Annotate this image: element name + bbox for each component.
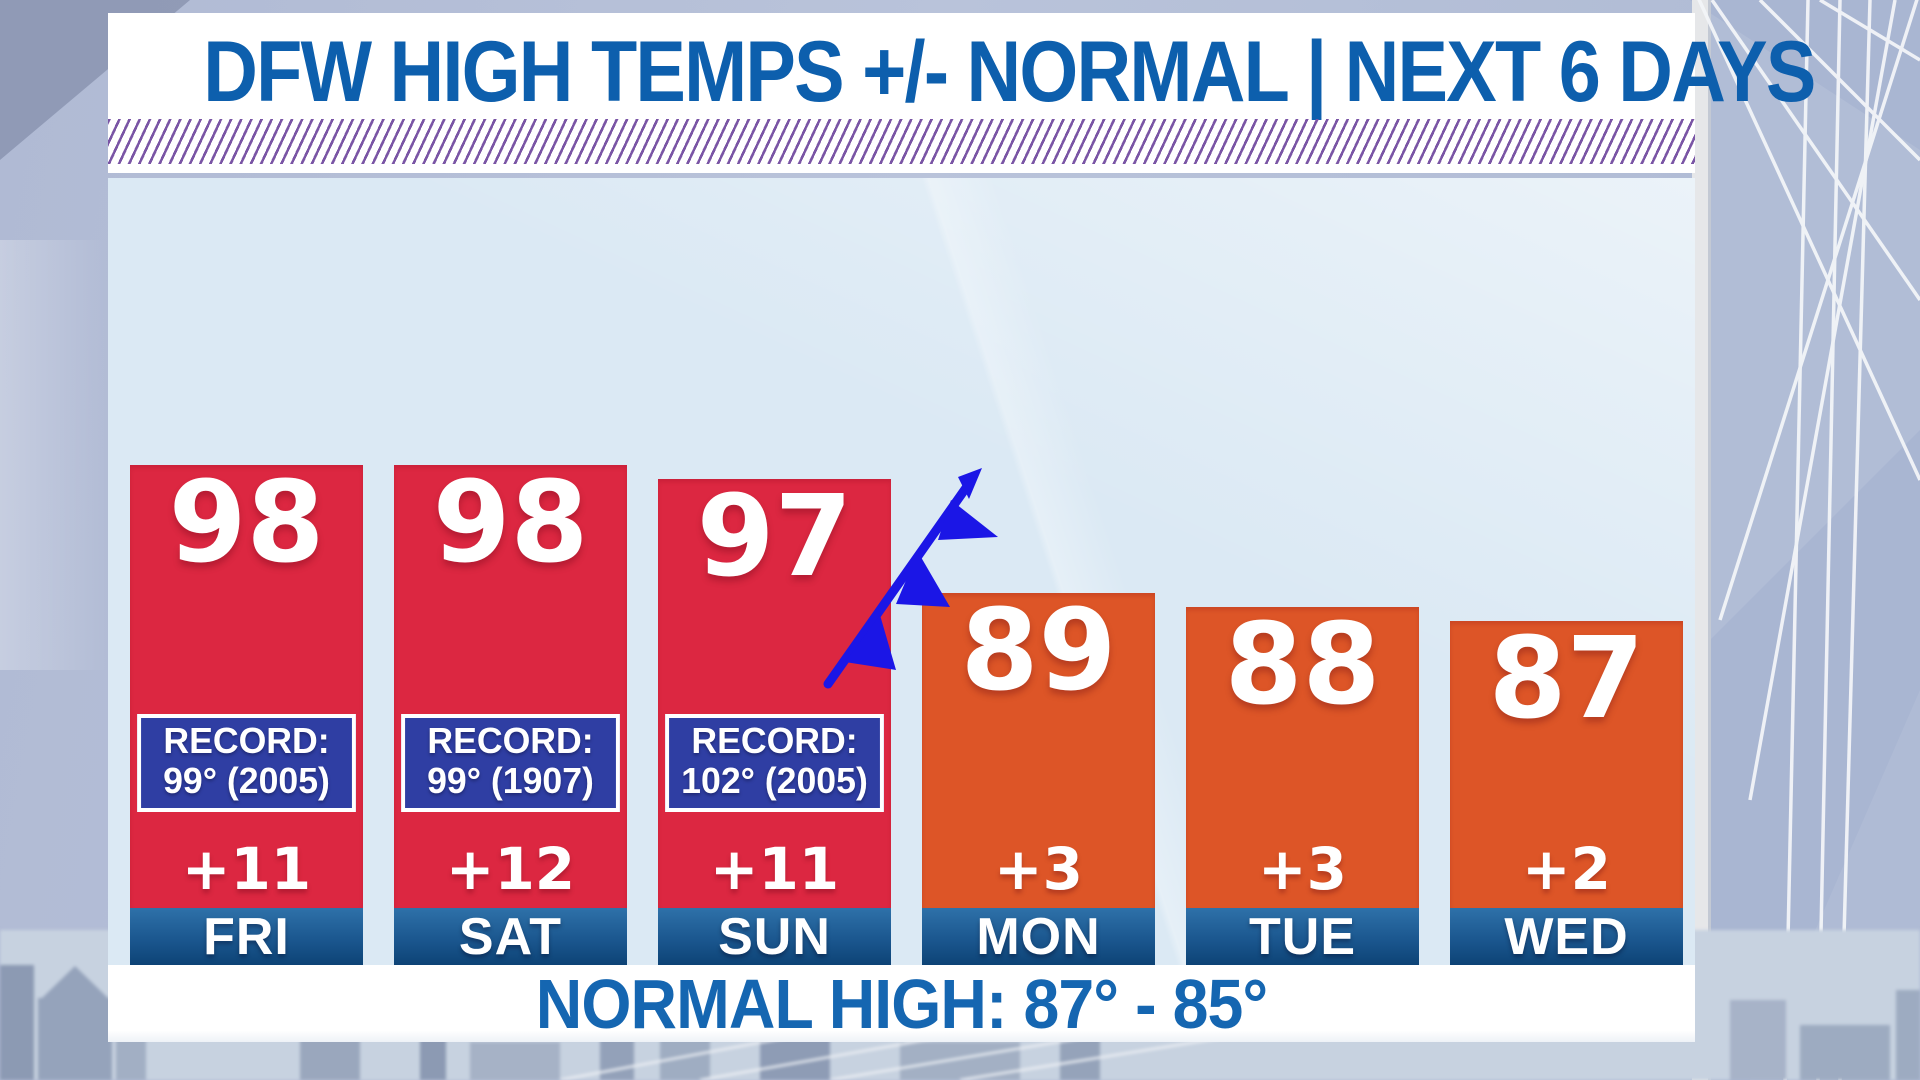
bar-wed: 87 +2 WED xyxy=(1450,621,1683,965)
bar-sun: 97 RECORD: 102° (2005) +11 SUN xyxy=(658,479,891,965)
delta-value: +2 xyxy=(1522,835,1611,903)
day-label: SAT xyxy=(394,908,627,965)
bar-fri-body: 98 RECORD: 99° (2005) +11 xyxy=(130,465,363,908)
record-box: RECORD: 99° (1907) xyxy=(401,714,620,812)
day-label: WED xyxy=(1450,908,1683,965)
cold-front-icon xyxy=(823,468,998,689)
day-label: TUE xyxy=(1186,908,1419,965)
delta-value: +3 xyxy=(994,835,1083,903)
delta-value: +11 xyxy=(181,835,312,903)
stripe-divider xyxy=(108,119,1695,164)
bar-fri: 98 RECORD: 99° (2005) +11 FRI xyxy=(130,465,363,965)
page-title: DFW HIGH TEMPS +/- NORMAL | NEXT 6 DAYS xyxy=(203,24,1816,120)
bar-mon-body: 89 +3 xyxy=(922,593,1155,908)
normal-high-band: NORMAL HIGH: 87° - 85° xyxy=(108,965,1695,1042)
record-label: RECORD: xyxy=(163,720,330,761)
record-value: 102° (2005) xyxy=(681,760,868,801)
high-temp-value: 98 xyxy=(432,458,589,588)
record-box: RECORD: 99° (2005) xyxy=(137,714,356,812)
record-box: RECORD: 102° (2005) xyxy=(665,714,884,812)
bar-sat-body: 98 RECORD: 99° (1907) +12 xyxy=(394,465,627,908)
bar-tue: 88 +3 TUE xyxy=(1186,607,1419,965)
record-label: RECORD: xyxy=(427,720,594,761)
record-label: RECORD: xyxy=(691,720,858,761)
bar-sun-body: 97 RECORD: 102° (2005) +11 xyxy=(658,479,891,908)
normal-high-text: NORMAL HIGH: 87° - 85° xyxy=(535,964,1268,1043)
bar-sat: 98 RECORD: 99° (1907) +12 SAT xyxy=(394,465,627,965)
high-temp-value: 87 xyxy=(1488,614,1645,744)
delta-value: +12 xyxy=(445,835,576,903)
bar-tue-body: 88 +3 xyxy=(1186,607,1419,908)
delta-value: +11 xyxy=(709,835,840,903)
forecast-bar-chart: 98 RECORD: 99° (2005) +11 FRI 98 RECORD:… xyxy=(108,178,1695,965)
bar-mon: 89 +3 MON xyxy=(922,593,1155,965)
bridge-cables xyxy=(1690,0,1920,1080)
high-temp-value: 97 xyxy=(696,472,853,602)
day-label: SUN xyxy=(658,908,891,965)
high-temp-value: 89 xyxy=(960,586,1117,716)
record-value: 99° (2005) xyxy=(163,760,330,801)
high-temp-value: 88 xyxy=(1224,600,1381,730)
bar-wed-body: 87 +2 xyxy=(1450,621,1683,908)
high-temp-value: 98 xyxy=(168,458,325,588)
day-label: FRI xyxy=(130,908,363,965)
header-panel: DFW HIGH TEMPS +/- NORMAL | NEXT 6 DAYS xyxy=(108,13,1816,173)
background-facet xyxy=(0,240,108,670)
record-value: 99° (1907) xyxy=(427,760,594,801)
delta-value: +3 xyxy=(1258,835,1347,903)
day-label: MON xyxy=(922,908,1155,965)
